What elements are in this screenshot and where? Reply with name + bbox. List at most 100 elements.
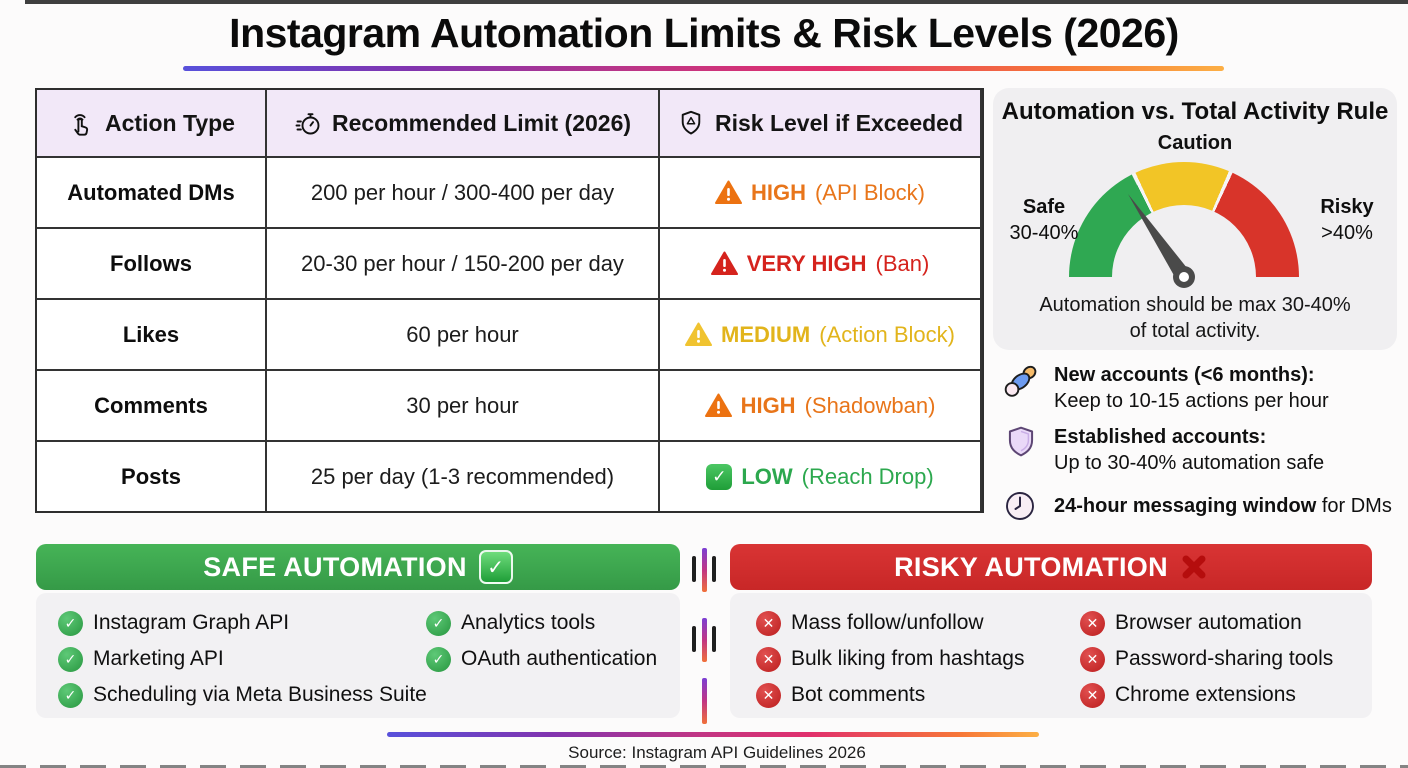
- list-item-label: Bulk liking from hashtags: [791, 647, 1025, 670]
- risky-automation-body: ✕ Mass follow/unfollow ✕ Bulk liking from …: [730, 593, 1372, 718]
- table-row-action: Posts: [37, 442, 265, 511]
- note-detail: Up to 30-40% automation safe: [1054, 452, 1325, 474]
- x-circle-icon: ✕: [1080, 646, 1105, 672]
- table-row-limit: 20-30 per hour / 150-200 per day: [267, 229, 658, 298]
- warning-triangle-icon: [685, 322, 713, 346]
- page-title: Instagram Automation Limits & Risk Level…: [229, 10, 1179, 56]
- list-item-label: Mass follow/unfollow: [791, 611, 984, 634]
- footer-gradient-line: [387, 732, 1039, 737]
- safe-value: 30-40%: [1009, 222, 1079, 244]
- note-detail: for DMs: [1316, 495, 1392, 517]
- risky-automation-header: RISKY AUTOMATION: [730, 544, 1372, 590]
- list-item: ✕ Browser automation: [1080, 605, 1333, 641]
- list-item-label: Instagram Graph API: [93, 611, 290, 634]
- bottom-edge-artifact: [0, 765, 1408, 768]
- shield-alert-icon: [677, 109, 705, 137]
- cross-mark-emoji-icon: [1180, 553, 1208, 581]
- note-bold: Established accounts:: [1054, 426, 1267, 448]
- col-header-label: Risk Level if Exceeded: [714, 109, 963, 136]
- risky-list-col1: ✕ Mass follow/unfollow ✕ Bulk liking from …: [756, 605, 1024, 713]
- note-text: 24-hour messaging window for DMs: [1054, 493, 1392, 519]
- list-item-label: Browser automation: [1115, 611, 1302, 634]
- table-row-limit: 30 per hour: [267, 371, 658, 440]
- clock-icon: [1002, 488, 1040, 524]
- risky-list-col2: ✕ Browser automation ✕ Password-sharing to…: [1080, 605, 1333, 713]
- gauge-safe-label: Safe 30-40%: [1007, 194, 1081, 246]
- risk-level: HIGH: [750, 179, 806, 205]
- gauge-needle: [1128, 194, 1195, 288]
- risk-note: (Action Block): [819, 321, 955, 347]
- list-item-label: Chrome extensions: [1115, 683, 1296, 706]
- table-row-limit: 25 per day (1-3 recommended): [267, 442, 658, 511]
- list-item-label: Analytics tools: [461, 611, 596, 634]
- warning-triangle-icon: [710, 251, 738, 275]
- col-header-label: Recommended Limit (2026): [331, 109, 632, 136]
- activity-rule-title: Automation vs. Total Activity Rule: [1001, 98, 1389, 125]
- note-text: Established accounts: Up to 30-40% autom…: [1054, 424, 1324, 476]
- check-circle-icon: ✓: [426, 610, 451, 636]
- note-messaging-window: 24-hour messaging window for DMs: [1002, 488, 1402, 524]
- table-row-limit: 200 per hour / 300-400 per day: [267, 158, 658, 227]
- list-item: ✕ Bot comments: [756, 677, 1024, 713]
- list-item: ✕ Bulk liking from hashtags: [756, 641, 1024, 677]
- x-circle-icon: ✕: [756, 646, 781, 672]
- tap-icon: [67, 109, 95, 137]
- risk-level: VERY HIGH: [746, 250, 867, 276]
- list-item: ✓ Scheduling via Meta Business Suite: [58, 677, 427, 713]
- table-row-risk: HIGH (Shadowban): [660, 371, 980, 440]
- risky-automation-title: RISKY AUTOMATION: [894, 551, 1168, 582]
- risk-note: (Reach Drop): [801, 463, 934, 489]
- col-header-limit: Recommended Limit (2026): [267, 90, 658, 156]
- table-row-risk: HIGH (API Block): [660, 158, 980, 227]
- risky-label: Risky: [1320, 196, 1374, 218]
- note-detail: Keep to 10-15 actions per hour: [1054, 390, 1329, 412]
- shield-icon: [1002, 424, 1040, 462]
- risk-note: (API Block): [814, 179, 926, 205]
- limits-table: Action Type Recommended Limit (2026) R: [35, 88, 984, 513]
- check-mark-emoji-icon: ✓: [478, 550, 513, 584]
- gauge-caption: Automation should be max 30-40% of total…: [993, 292, 1397, 344]
- table-row-risk: VERY HIGH (Ban): [660, 229, 980, 298]
- list-item-label: Scheduling via Meta Business Suite: [93, 683, 427, 706]
- risk-note: (Shadowban): [804, 392, 936, 418]
- risk-level: MEDIUM: [721, 321, 811, 347]
- pacifier-icon: [1002, 362, 1040, 400]
- note-established-accounts: Established accounts: Up to 30-40% autom…: [1002, 424, 1402, 476]
- warning-triangle-icon: [704, 393, 732, 417]
- gauge-caption-line2: of total activity.: [1129, 320, 1261, 342]
- list-item: ✕ Password-sharing tools: [1080, 641, 1333, 677]
- list-item: ✕ Mass follow/unfollow: [756, 605, 1024, 641]
- safe-automation-header: SAFE AUTOMATION ✓: [36, 544, 680, 590]
- warning-triangle-icon: [714, 180, 742, 204]
- col-header-risk: Risk Level if Exceeded: [660, 90, 980, 156]
- check-circle-icon: ✓: [58, 646, 83, 672]
- table-row-action: Comments: [37, 371, 265, 440]
- list-item: ✓ Analytics tools: [426, 605, 657, 641]
- list-item-label: Bot comments: [791, 683, 926, 706]
- list-item-label: OAuth authentication: [461, 647, 658, 670]
- x-circle-icon: ✕: [1080, 682, 1105, 708]
- risk-level: LOW: [741, 463, 793, 489]
- list-item: ✓ OAuth authentication: [426, 641, 657, 677]
- list-item: ✓ Instagram Graph API: [58, 605, 427, 641]
- note-bold: New accounts (<6 months):: [1054, 364, 1315, 386]
- safe-list-col2: ✓ Analytics tools ✓ OAuth authentication: [426, 605, 657, 677]
- gauge-caption-line1: Automation should be max 30-40%: [1039, 294, 1351, 316]
- check-circle-icon: ✓: [426, 646, 451, 672]
- col-header-label: Action Type: [105, 109, 235, 136]
- table-row-action: Automated DMs: [37, 158, 265, 227]
- note-new-accounts: New accounts (<6 months): Keep to 10-15 …: [1002, 362, 1402, 414]
- check-circle-icon: ✓: [58, 682, 83, 708]
- table-row-action: Follows: [37, 229, 265, 298]
- risky-value: >40%: [1321, 222, 1373, 244]
- activity-rule-panel: Automation vs. Total Activity Rule Cauti…: [993, 88, 1397, 350]
- stopwatch-icon: [294, 109, 322, 137]
- safe-list-col1: ✓ Instagram Graph API ✓ Marketing API ✓ Sch…: [58, 605, 427, 713]
- source-text: Source: Instagram API Guidelines 2026: [568, 743, 866, 762]
- col-header-action-type: Action Type: [37, 90, 265, 156]
- gauge-caution-label: Caution: [1157, 132, 1233, 154]
- risk-note: (Ban): [875, 250, 930, 276]
- x-circle-icon: ✕: [756, 682, 781, 708]
- x-circle-icon: ✕: [1080, 610, 1105, 636]
